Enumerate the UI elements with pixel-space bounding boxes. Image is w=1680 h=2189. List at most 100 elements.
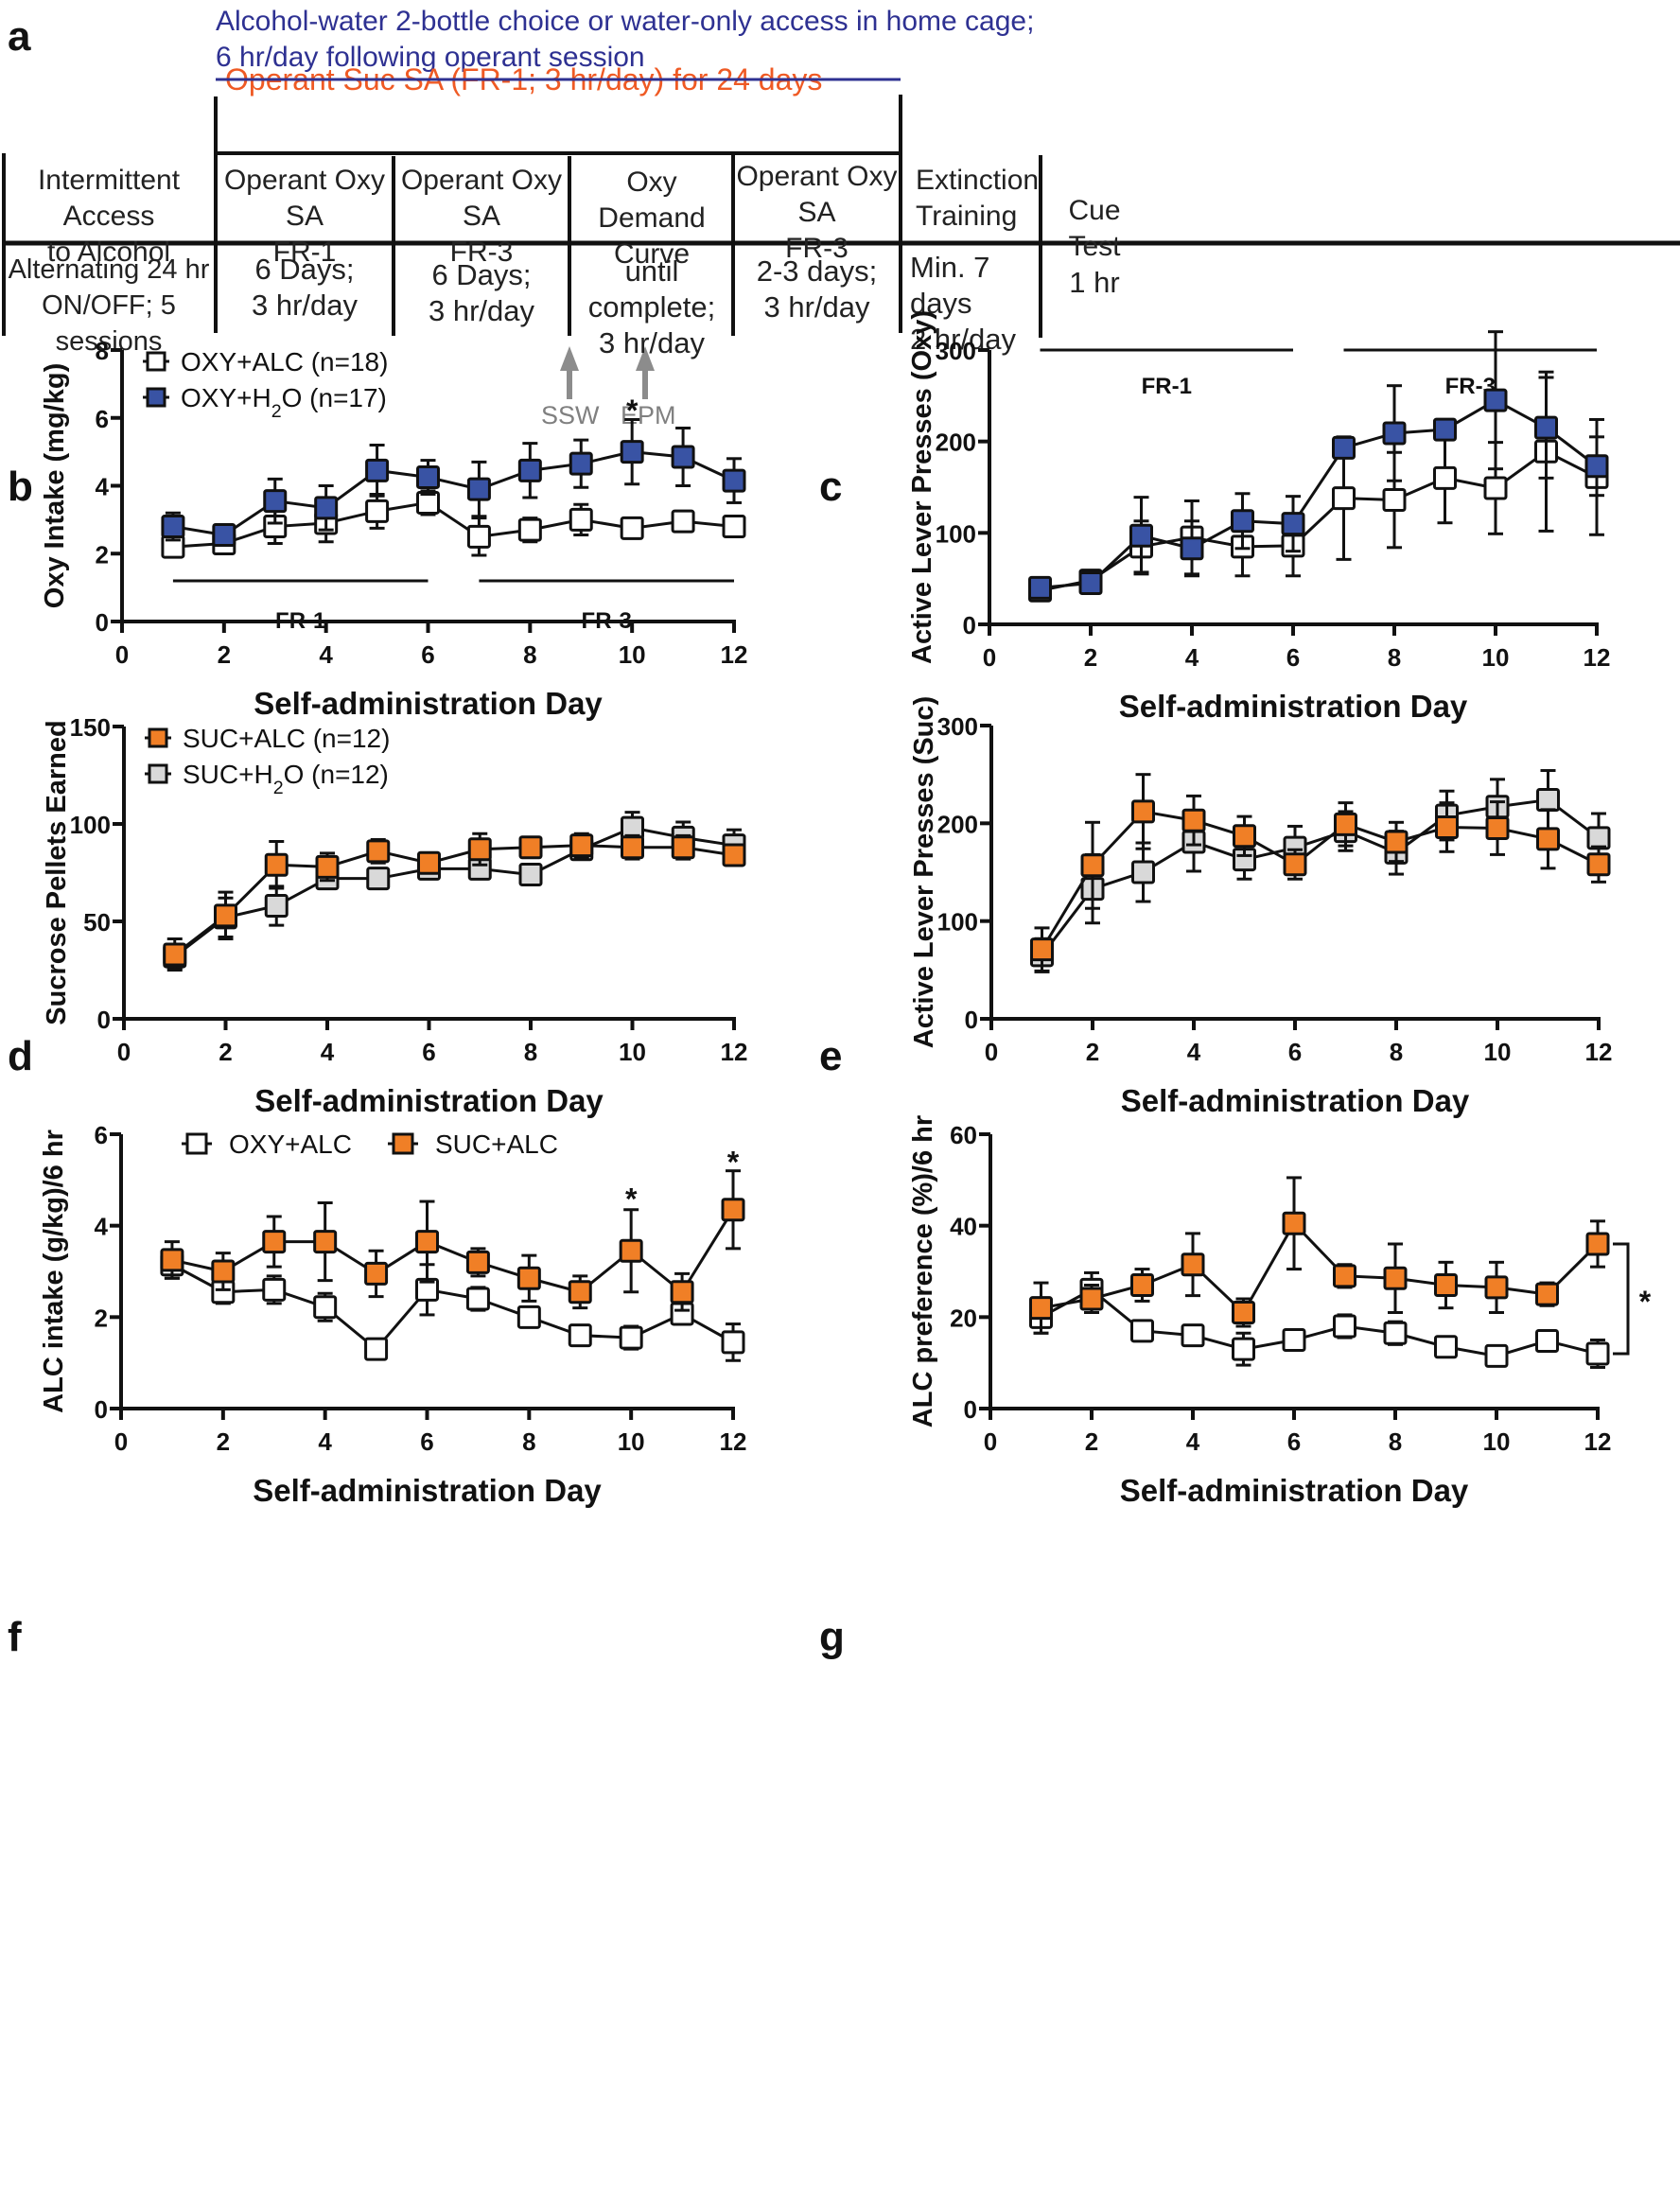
series-line <box>172 450 735 537</box>
data-point <box>569 833 594 858</box>
data-point <box>415 1230 439 1254</box>
data-point <box>1131 799 1155 824</box>
stage-detail: Min. 7 days 2 hr/day <box>910 251 1017 356</box>
x-tick-label: 4 <box>1187 1038 1201 1066</box>
data-point <box>568 1280 592 1305</box>
x-tick-label: 8 <box>1389 1427 1402 1456</box>
x-tick-label: 12 <box>1584 1427 1612 1456</box>
x-tick-label: 2 <box>217 1427 230 1456</box>
data-point <box>1233 824 1256 849</box>
panel-letter-f: f <box>8 1614 22 1660</box>
legend-marker <box>392 1132 414 1155</box>
panel-letter-a: a <box>8 13 31 60</box>
y-tick-label: 0 <box>965 1006 978 1034</box>
series-suc-alc <box>160 1169 745 1312</box>
data-point <box>1332 435 1356 460</box>
data-point <box>1535 1328 1559 1353</box>
stage-title: Intermittent Access to Alcohol <box>37 165 181 268</box>
x-tick-label: 12 <box>721 1038 748 1066</box>
data-point <box>1585 1341 1610 1366</box>
data-point <box>670 1280 694 1305</box>
data-point <box>1433 417 1457 442</box>
x-tick-label: 8 <box>1388 643 1401 672</box>
x-tick-label: 10 <box>619 1038 646 1066</box>
data-point <box>1334 812 1357 836</box>
data-point <box>1079 1287 1104 1311</box>
data-point <box>212 523 236 548</box>
chart-g: 0 2 4 6 8 10 12 0 20 40 60 Self-administration Day A… <box>908 1115 1652 1508</box>
y-tick-label: 20 <box>950 1304 977 1332</box>
data-point <box>1484 1343 1509 1368</box>
series-line <box>172 500 735 549</box>
data-point <box>722 843 746 867</box>
stage-title: Oxy Demand Curve <box>598 166 706 270</box>
x-tick-label: 12 <box>720 1427 747 1456</box>
data-point <box>1382 488 1407 513</box>
x-tick-label: 0 <box>983 643 996 672</box>
panel-letter-c: c <box>819 464 843 510</box>
y-tick-label: 100 <box>936 519 976 548</box>
data-point <box>620 440 644 464</box>
timeline-lines <box>2 78 1680 399</box>
data-point <box>1536 788 1560 813</box>
y-tick-label: 0 <box>963 611 976 639</box>
data-point <box>417 850 441 875</box>
y-axis-label: Active Lever Presses (Suc) <box>909 696 939 1048</box>
data-point <box>1435 814 1459 839</box>
series-suc-alc <box>1029 1176 1610 1335</box>
x-tick-label: 2 <box>218 640 231 669</box>
y-tick-label: 4 <box>95 1213 109 1241</box>
home-cage-label: Alcohol-water 2-bottle choice or water-o… <box>216 6 1035 73</box>
y-tick-label: 60 <box>950 1121 977 1149</box>
data-point <box>1433 465 1457 490</box>
data-point <box>465 1250 490 1274</box>
data-point <box>364 1337 389 1361</box>
stage-detail: 1 hr <box>1069 266 1120 299</box>
series-oxy-alc <box>160 1249 745 1362</box>
x-axis-label: Self-administration Day <box>1119 689 1468 724</box>
experimental-timeline: a Alcohol-water 2-bottle choice or water… <box>0 0 1680 445</box>
data-point <box>315 854 340 879</box>
data-point <box>214 903 237 928</box>
data-point <box>1181 1252 1205 1277</box>
series-oxy-alc-n-18- <box>161 489 746 559</box>
data-point <box>1281 512 1305 536</box>
stage-detail: 2-3 days; 3 hr/day <box>756 254 878 324</box>
data-point <box>518 835 543 860</box>
y-tick-label: 50 <box>83 908 111 937</box>
y-tick-label: 100 <box>937 908 978 937</box>
x-tick-label: 2 <box>219 1038 232 1066</box>
data-point <box>1434 1273 1458 1297</box>
legend-label: OXY+H2O (n=17) <box>181 383 387 422</box>
x-tick-label: 10 <box>618 1427 645 1456</box>
y-tick-label: 6 <box>96 405 109 433</box>
data-point <box>1483 476 1508 500</box>
y-axis-label: Sucrose Pellets Earned <box>42 720 72 1024</box>
stage-title: Operant Oxy SA FR-3 <box>736 161 898 264</box>
data-point <box>1181 1323 1205 1348</box>
y-tick-label: 4 <box>96 473 110 501</box>
data-point <box>1586 852 1611 877</box>
data-point <box>619 1238 643 1263</box>
x-tick-label: 0 <box>115 640 129 669</box>
data-point <box>1483 388 1508 412</box>
series-oxy-h2o-n-17- <box>161 418 746 548</box>
x-tick-label: 12 <box>1584 643 1611 672</box>
significance-star: * <box>1639 1285 1652 1319</box>
y-tick-label: 300 <box>936 337 976 365</box>
chart-e: 0 2 4 6 8 10 12 0 100 200 300 Self-administration D… <box>909 696 1612 1118</box>
series-line <box>171 1208 735 1294</box>
x-tick-label: 0 <box>117 1038 131 1066</box>
chart-f: 0 2 4 6 8 10 12 0 2 4 6 Self-administration Day ALC … <box>39 1121 746 1508</box>
x-tick-label: 6 <box>1286 643 1300 672</box>
data-point <box>1078 571 1103 595</box>
data-point <box>1434 1335 1458 1359</box>
series-suc-alc-n-12- <box>1030 773 1611 972</box>
data-point <box>621 835 644 860</box>
legend-label: SUC+ALC (n=12) <box>183 724 390 753</box>
y-tick-label: 0 <box>95 1395 108 1424</box>
chart-c: 0 2 4 6 8 10 12 0 100 200 300 Self-administration D… <box>907 310 1610 724</box>
y-axis-label: ALC preference (%)/6 hr <box>908 1115 938 1427</box>
x-tick-label: 10 <box>1483 1427 1511 1456</box>
